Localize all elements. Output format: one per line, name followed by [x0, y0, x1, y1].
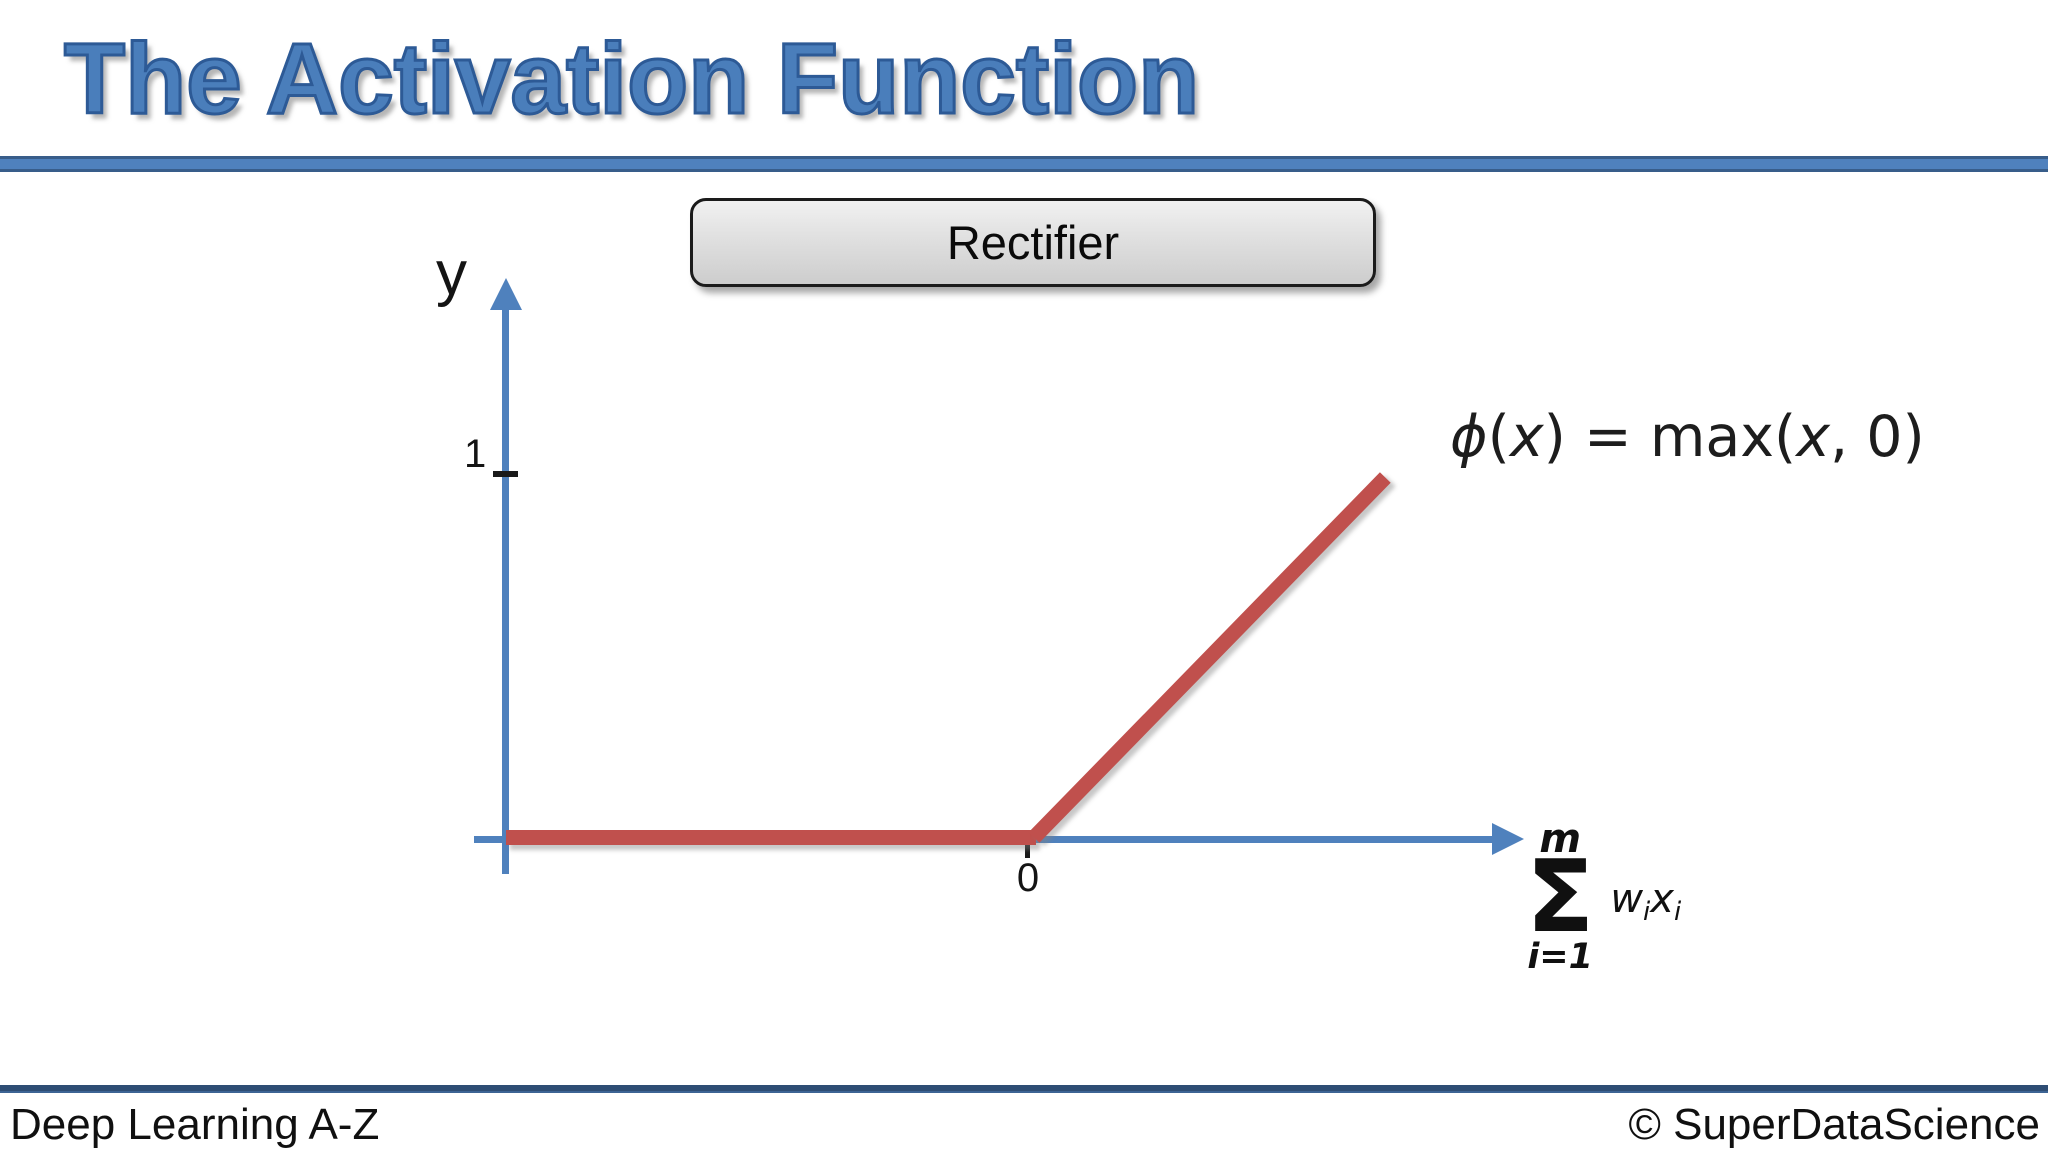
sum-lower-limit: i=1	[1527, 937, 1593, 977]
page-title: The Activation Function	[62, 22, 1200, 137]
y-tick-label-1: 1	[464, 432, 487, 476]
relu-line-flat-segment	[506, 830, 1036, 845]
footer-course-name: Deep Learning A-Z	[10, 1100, 380, 1149]
x-tick-mark-0	[1025, 845, 1030, 858]
sum-terms: wixi	[1610, 872, 1681, 927]
formula-equals: ) =	[1543, 404, 1650, 470]
term-w-subscript: i	[1643, 896, 1651, 927]
y-axis-label: y	[436, 239, 467, 308]
formula-comma: ,	[1830, 404, 1867, 470]
rectifier-label-text: Rectifier	[946, 216, 1120, 269]
weighted-sum-formula: m Σ i=1 wixi	[1526, 816, 1681, 977]
footer-copyright: © SuperDataScience	[1628, 1100, 2040, 1149]
formula-phi: ϕ	[1450, 404, 1488, 470]
x-tick-label-0: 0	[1016, 856, 1040, 900]
rectifier-label-box: Rectifier	[690, 198, 1376, 287]
title-underline-bar	[0, 156, 2048, 172]
sum-operator-column: m Σ i=1	[1526, 816, 1595, 977]
y-axis-arrowhead-icon	[490, 278, 522, 310]
term-w: w	[1610, 875, 1644, 922]
formula-open-paren-2: (	[1774, 404, 1797, 470]
formula-zero: 0	[1866, 404, 1903, 470]
footer-divider-bar	[0, 1085, 2048, 1093]
sigma-icon: Σ	[1526, 838, 1595, 955]
sum-upper-limit: m	[1539, 816, 1581, 862]
y-tick-mark-1	[493, 471, 518, 477]
x-axis-arrowhead-icon	[1492, 823, 1524, 855]
activation-formula: ϕ(x) = max(x, 0)	[1450, 404, 1925, 470]
formula-max: max	[1649, 404, 1775, 470]
formula-arg-x-2: x	[1796, 404, 1831, 470]
term-x-subscript: i	[1673, 896, 1682, 927]
formula-open-paren: (	[1487, 404, 1510, 470]
formula-arg-x: x	[1509, 404, 1544, 470]
relu-line-rising-segment	[1028, 472, 1391, 843]
term-x: x	[1650, 875, 1674, 922]
formula-close-paren: )	[1902, 404, 1925, 470]
y-axis	[502, 305, 509, 874]
